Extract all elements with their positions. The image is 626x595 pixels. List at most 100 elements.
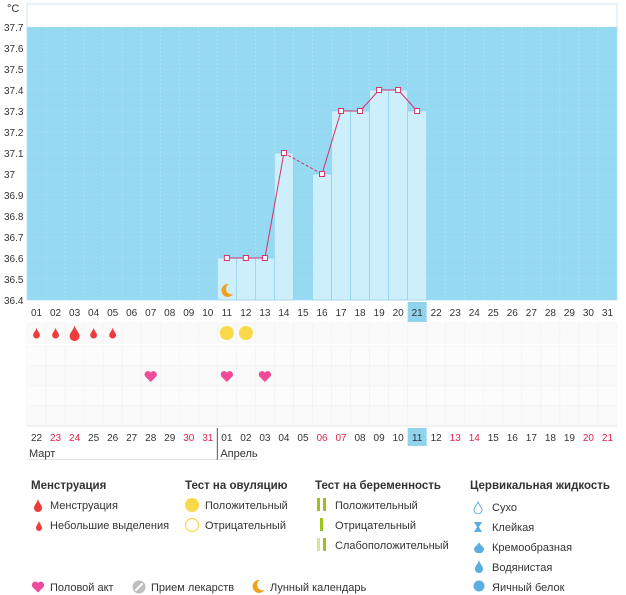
marker-cell [464,365,485,387]
month-label: Апрель [220,448,258,460]
bottom-date-label: 13 [450,433,462,444]
x-tick-label: 14 [278,308,290,319]
x-tick-label: 13 [259,308,271,319]
bottom-date-label: 23 [50,433,62,444]
marker-cell [83,385,104,407]
y-tick-label: 37.7 [4,23,24,34]
marker-cell [274,322,294,344]
bottom-date-label: 11 [412,433,423,444]
bottom-date-label: 14 [469,433,481,444]
marker-cell [483,322,504,344]
watery-icon [475,560,483,573]
bottom-date-label: 20 [583,433,595,444]
marker-cell [540,405,561,427]
bottom-date-label: 29 [164,433,176,444]
legend: Менструация Менструация Небольшие выделе… [0,470,626,595]
x-tick-label: 18 [355,308,367,319]
marker-cell [293,365,313,387]
marker-cell [159,345,180,367]
marker-cell [312,385,332,407]
marker-cell [274,365,294,387]
marker-cell [198,405,218,427]
marker-cell [45,365,66,387]
x-tick-label: 05 [107,308,119,319]
marker-cell [388,405,408,427]
small-drop-icon [36,521,42,531]
marker-cell [179,385,199,407]
bottom-date-label: 08 [355,433,367,444]
x-tick-label: 10 [202,308,214,319]
legend-cervical-creamy: Кремообразная [492,542,573,554]
temperature-point [261,255,268,261]
ovulation-positive-icon [219,326,234,340]
temperature-bar [255,257,275,301]
marker-cell [83,345,104,367]
marker-cell [502,405,523,427]
marker-cell [464,385,485,407]
x-tick-label: 12 [240,308,252,319]
marker-cell [140,345,161,367]
marker-cell [198,385,218,407]
y-tick-label: 36.4 [4,296,24,307]
marker-cell [521,385,542,407]
marker-cell [26,385,47,407]
y-tick-label: 37.3 [4,107,24,118]
dry-icon [473,501,483,514]
x-tick-label: 03 [69,308,81,319]
temperature-point [319,171,325,177]
marker-cell [540,322,561,344]
temperature-line-segment [283,152,323,175]
legend-ovulation-positive: Положительный [205,500,288,512]
marker-cell [521,405,542,427]
bottom-date-label: 21 [602,433,614,444]
x-tick-label: 26 [507,308,519,319]
x-tick-label: 21 [412,308,424,319]
bottom-date-label: 01 [221,433,233,444]
marker-cell [121,365,142,387]
marker-cell [121,385,142,407]
legend-intercourse: Половой акт [50,582,114,594]
marker-cell [407,345,427,367]
x-tick-label: 07 [145,308,157,319]
heart-icon [258,371,272,382]
temperature-point [242,255,249,261]
y-tick-label: 36.7 [4,233,24,244]
heart-icon [144,371,157,382]
y-tick-label: 37.1 [4,149,24,160]
marker-cell [578,345,599,367]
bottom-date-label: 04 [278,433,290,444]
marker-cell [159,405,180,427]
temperature-bar [236,257,256,301]
marker-cell [350,385,370,407]
marker-cell [217,345,237,367]
temperature-line-segment [359,89,380,112]
marker-cell [255,405,275,427]
legend-menstruation-item: Менструация [50,500,118,512]
temperature-point [338,108,345,114]
legend-menstruation-title: Менструация [31,480,107,492]
temperature-bar [388,89,408,301]
y-axis-unit: °C [7,3,19,15]
marker-cell [407,405,427,427]
marker-cell [198,365,218,387]
marker-cell [255,385,275,407]
bottom-date-label: 10 [393,433,405,444]
bottom-date-label: 27 [126,433,138,444]
marker-cell [388,385,408,407]
x-tick-label: 09 [183,308,195,319]
marker-cell [140,405,161,427]
marker-cell [217,405,237,427]
x-tick-label: 30 [583,308,595,319]
temperature-point [376,87,383,93]
marker-cell [102,385,123,407]
marker-cell [407,322,427,344]
marker-cell [179,365,199,387]
legend-pregnancy-weak: Слабоположительный [335,540,449,552]
marker-cell [331,385,351,407]
x-tick-label: 29 [564,308,576,319]
marker-cell [350,345,370,367]
marker-cell [312,365,332,387]
legend-cervical-eggwhite: Яичный белок [492,582,565,594]
marker-cell [64,365,85,387]
temperature-line-segment [264,152,285,259]
